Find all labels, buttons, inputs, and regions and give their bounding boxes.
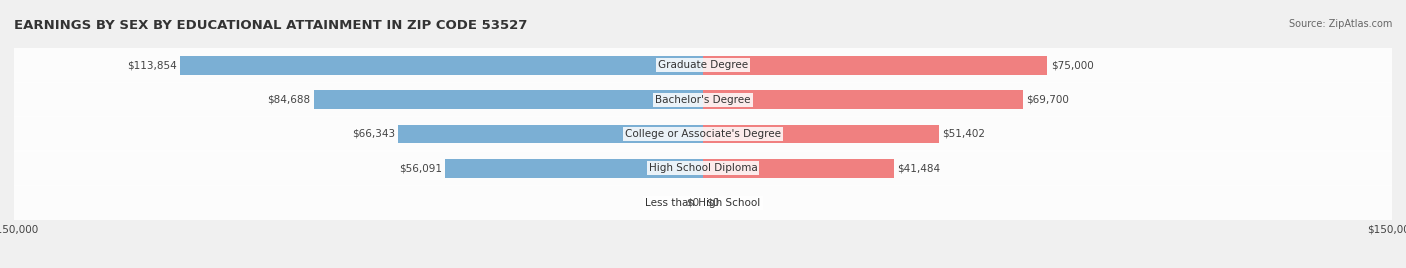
- FancyBboxPatch shape: [14, 185, 1392, 220]
- Bar: [446, 159, 703, 178]
- Text: $84,688: $84,688: [267, 95, 311, 105]
- Text: $69,700: $69,700: [1026, 95, 1070, 105]
- Text: High School Diploma: High School Diploma: [648, 163, 758, 173]
- Text: Source: ZipAtlas.com: Source: ZipAtlas.com: [1288, 19, 1392, 29]
- FancyBboxPatch shape: [14, 117, 1392, 151]
- Text: $66,343: $66,343: [352, 129, 395, 139]
- FancyBboxPatch shape: [14, 151, 1392, 186]
- Text: EARNINGS BY SEX BY EDUCATIONAL ATTAINMENT IN ZIP CODE 53527: EARNINGS BY SEX BY EDUCATIONAL ATTAINMEN…: [14, 19, 527, 32]
- FancyBboxPatch shape: [14, 82, 1392, 117]
- Text: Graduate Degree: Graduate Degree: [658, 60, 748, 70]
- Bar: [703, 125, 939, 143]
- Bar: [703, 159, 894, 178]
- Text: $51,402: $51,402: [942, 129, 986, 139]
- Text: $75,000: $75,000: [1050, 60, 1094, 70]
- Bar: [180, 56, 703, 75]
- Text: Bachelor's Degree: Bachelor's Degree: [655, 95, 751, 105]
- Bar: [398, 125, 703, 143]
- Bar: [314, 90, 703, 109]
- Text: $56,091: $56,091: [399, 163, 441, 173]
- Text: $0: $0: [706, 198, 720, 208]
- Text: College or Associate's Degree: College or Associate's Degree: [626, 129, 780, 139]
- Text: $113,854: $113,854: [127, 60, 177, 70]
- FancyBboxPatch shape: [14, 48, 1392, 83]
- Text: $0: $0: [686, 198, 700, 208]
- Bar: [703, 90, 1024, 109]
- Bar: [703, 56, 1047, 75]
- Text: $41,484: $41,484: [897, 163, 941, 173]
- Text: Less than High School: Less than High School: [645, 198, 761, 208]
